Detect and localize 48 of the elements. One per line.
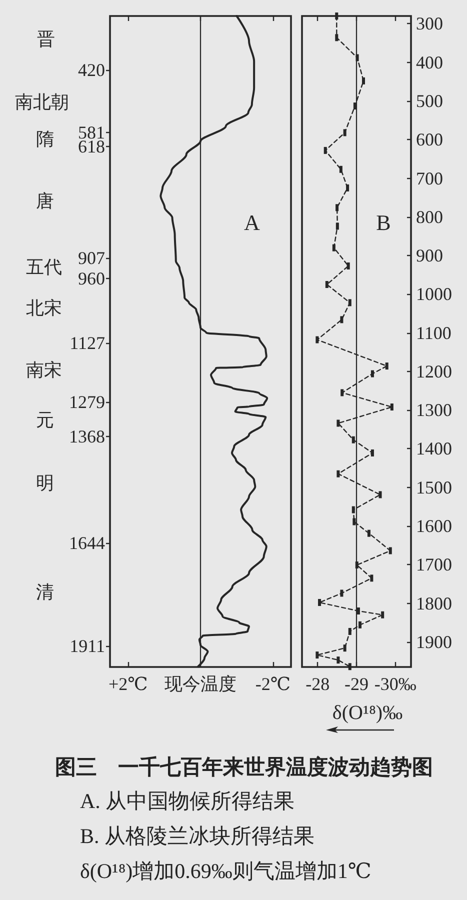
y-tick-label: 900: [416, 246, 443, 266]
y-tick-label: 1800: [416, 593, 452, 614]
y-tick-label: 907: [78, 248, 105, 268]
y-tick-label: 800: [416, 206, 443, 227]
y-tick-label: 1600: [416, 516, 452, 536]
y-tick-label: 1368: [69, 426, 105, 446]
y-tick-label: 1200: [416, 361, 452, 382]
text: B. 从格陵兰冰块所得结果: [80, 824, 315, 850]
text: 元: [36, 410, 54, 430]
y-tick-label: 1300: [416, 400, 452, 420]
y-tick-label: 500: [416, 90, 443, 111]
y-tick-label: 1000: [416, 284, 452, 304]
text: 南北朝: [15, 92, 69, 112]
annotation: B: [376, 210, 391, 235]
y-tick-label: 1279: [69, 392, 105, 412]
text: 明: [36, 473, 54, 493]
text: 隋: [36, 129, 54, 149]
y-tick-label: 700: [416, 168, 443, 188]
text: 南宋: [26, 360, 62, 380]
text: δ(O¹⁸)增加0.69‰则气温增加1℃: [80, 859, 372, 884]
text: A. 从中国物候所得结果: [80, 789, 295, 814]
y-tick-label: 960: [78, 268, 105, 289]
y-tick-label: 1700: [416, 554, 452, 575]
text: 北宋: [26, 298, 62, 318]
x-tick-label: -28: [306, 674, 330, 694]
text: 晋: [37, 29, 55, 49]
y-tick-label: 420: [78, 60, 105, 80]
y-tick-label: 600: [416, 130, 443, 150]
y-tick-label: 1127: [70, 333, 105, 354]
text: 图三 一千七百年来世界温度波动趋势图: [55, 755, 433, 780]
y-tick-label: 1500: [416, 477, 452, 498]
x-tick-label: -29: [344, 674, 368, 694]
y-tick-label: 1911: [70, 636, 105, 656]
y-tick-label: 1100: [416, 322, 452, 343]
y-tick-label: 1900: [416, 632, 452, 652]
x-tick-label: +2℃: [108, 674, 148, 694]
text: 清: [36, 582, 54, 602]
x-axis-title: δ(O¹⁸)‰: [332, 702, 403, 724]
annotation: A: [244, 210, 260, 235]
y-tick-label: 400: [416, 52, 443, 72]
text: 五代: [26, 257, 62, 277]
y-tick-label: 1400: [416, 438, 452, 459]
x-tick-label: 现今温度: [164, 674, 236, 694]
y-tick-label: 300: [416, 14, 443, 34]
x-tick-label: -2℃: [255, 674, 290, 694]
y-tick-label: 1644: [69, 532, 105, 553]
x-tick-label: -30‰: [374, 674, 416, 694]
text: 唐: [36, 191, 54, 211]
